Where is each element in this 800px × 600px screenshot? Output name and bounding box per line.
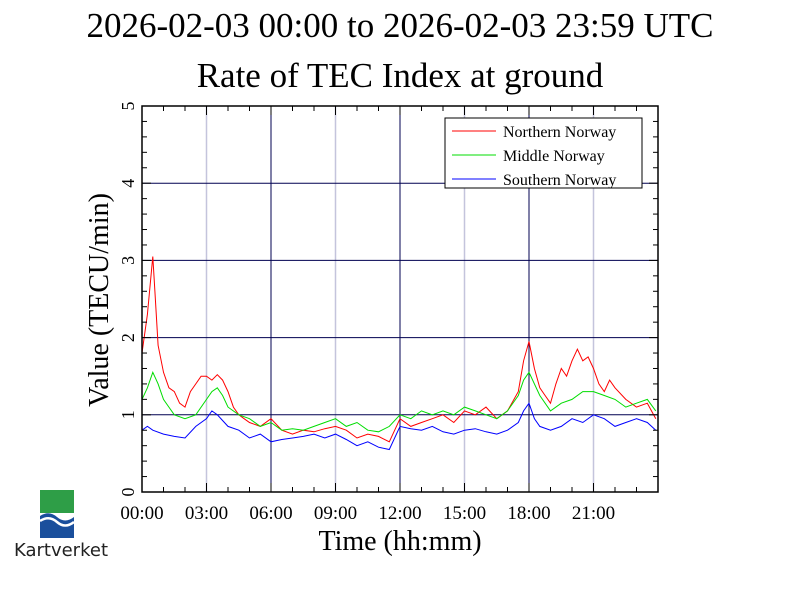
chart-title: 2026-02-03 00:00 to 2026-02-03 23:59 UTC — [86, 6, 714, 45]
x-tick-label-5: 15:00 — [443, 503, 486, 524]
chart-subtitle: Rate of TEC Index at ground — [196, 56, 604, 95]
legend-box — [444, 117, 643, 189]
x-tick-label-6: 18:00 — [507, 503, 550, 524]
y-tick-label-4: 4 — [118, 179, 138, 188]
legend: Northern Norway Middle Norway Southern N… — [444, 117, 643, 189]
x-tick-label-1: 03:00 — [185, 503, 228, 524]
legend-label-southern: Southern Norway — [503, 172, 616, 189]
y-tick-label-2: 2 — [118, 333, 138, 342]
x-tick-label-7: 21:00 — [572, 503, 615, 524]
legend-label-northern: Northern Norway — [503, 124, 616, 141]
y-tick-label-5: 5 — [118, 102, 138, 111]
series-line-southern-norway — [141, 402, 657, 451]
x-tick-label-0: 00:00 — [120, 503, 163, 524]
x-tick-label-2: 06:00 — [249, 503, 292, 524]
x-axis-label: Time (hh:mm) — [318, 526, 481, 557]
series-line-middle-norway — [141, 370, 657, 433]
logo-text: Kartverket — [13, 540, 109, 561]
series-layer — [141, 256, 657, 451]
kartverket-logo-icon — [40, 490, 75, 538]
y-tick-label-1: 1 — [118, 410, 138, 419]
x-tick-label-4: 12:00 — [378, 503, 421, 524]
tick-layer: 0 1 2 3 4 5 00:00 03:00 06:00 09:00 12:00 15:00 18:0… — [118, 102, 659, 524]
x-tick-label-3: 09:00 — [314, 503, 357, 524]
series-line-northern-norway — [141, 256, 657, 443]
y-axis-label: Value (TECU/min) — [84, 193, 115, 407]
legend-label-middle: Middle Norway — [503, 148, 605, 165]
y-tick-label-3: 3 — [118, 256, 138, 265]
y-tick-label-0: 0 — [118, 488, 138, 497]
kartverket-logo: Kartverket — [6, 488, 116, 568]
